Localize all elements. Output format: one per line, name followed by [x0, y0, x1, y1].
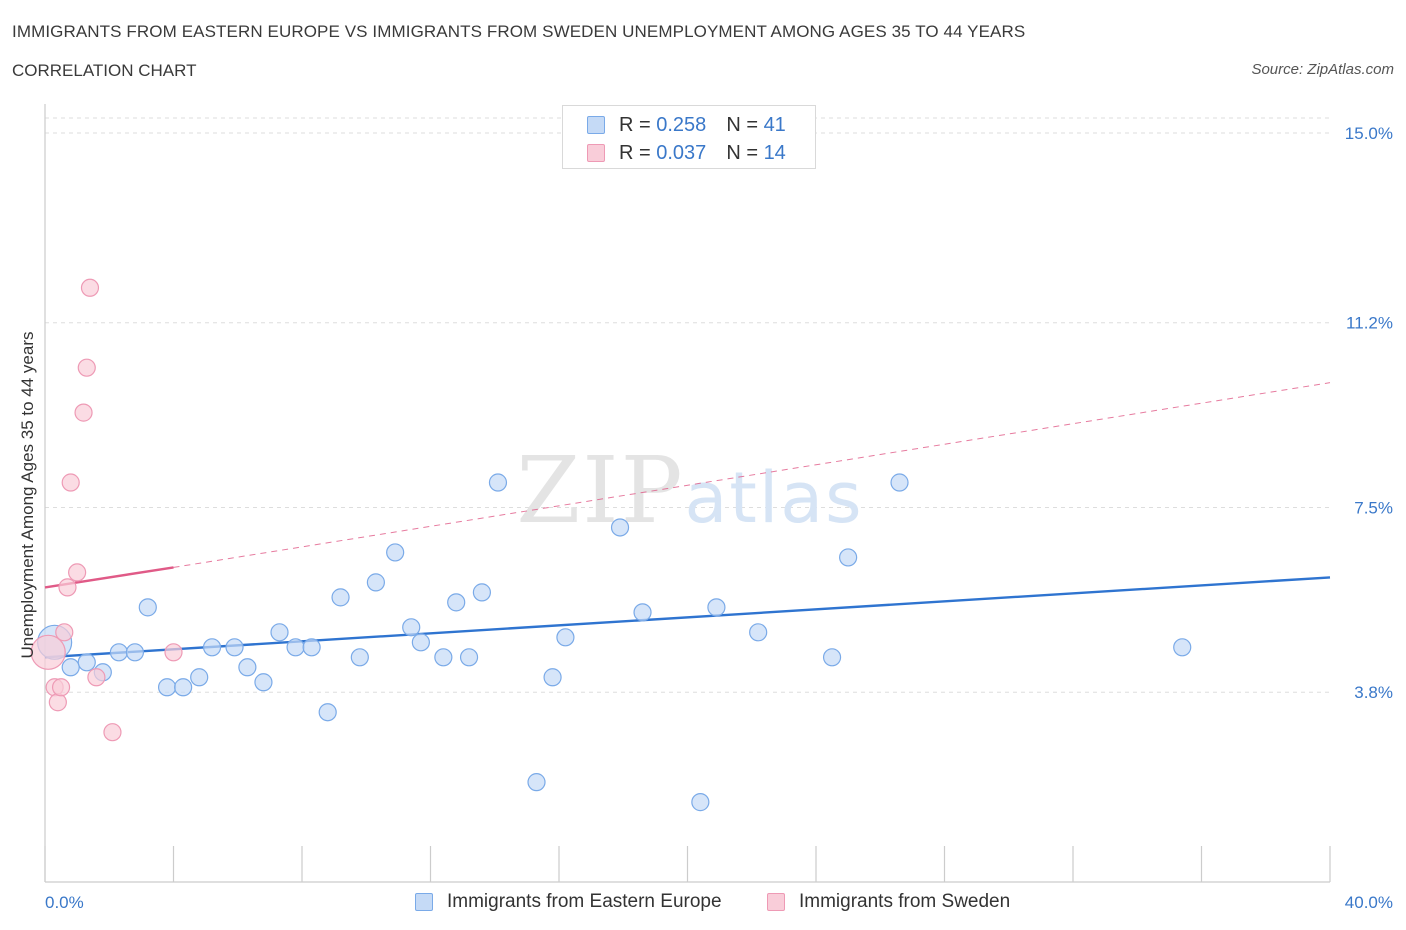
bottom-legend-eastern-europe: Immigrants from Eastern Europe: [415, 890, 722, 914]
point-sweden-0: [30, 634, 66, 670]
x-tick-label-1: 40.0%: [1345, 893, 1393, 912]
point-sweden-13: [164, 643, 183, 662]
point-eastern-europe-23: [411, 633, 430, 652]
chart-source: Source: ZipAtlas.com: [1251, 61, 1394, 78]
point-eastern-europe-19: [350, 648, 369, 667]
point-eastern-europe-28: [488, 473, 508, 492]
point-eastern-europe-9: [190, 668, 209, 687]
point-eastern-europe-6: [138, 598, 157, 617]
point-sweden-7: [68, 563, 87, 582]
grid-lines: [45, 117, 1330, 693]
point-eastern-europe-37: [822, 648, 842, 667]
y-tick-label-0: 3.8%: [1354, 683, 1393, 702]
point-eastern-europe-29: [527, 773, 546, 792]
bottom-legend-label-eastern-europe: Immigrants from Eastern Europe: [447, 891, 722, 912]
point-eastern-europe-34: [691, 793, 710, 812]
axes: [44, 104, 1331, 883]
legend-r-value: 0.037: [656, 141, 707, 164]
point-eastern-europe-31: [556, 628, 575, 647]
bottom-legend-swatch-sweden: [767, 893, 785, 911]
point-sweden-9: [77, 358, 96, 377]
point-eastern-europe-30: [543, 668, 562, 687]
point-sweden-6: [61, 473, 80, 492]
trend-line-ext-1: [173, 382, 1331, 568]
point-eastern-europe-36: [749, 623, 768, 642]
y-tick-label-1: 7.5%: [1354, 498, 1393, 517]
stats-legend: R = 0.258 N = 41 R = 0.037 N = 14: [562, 105, 816, 169]
point-eastern-europe-12: [238, 658, 257, 677]
legend-n-value: 41: [763, 113, 786, 136]
point-eastern-europe-11: [225, 638, 244, 657]
bottom-legend-label-sweden: Immigrants from Sweden: [799, 891, 1011, 912]
point-eastern-europe-14: [270, 623, 289, 642]
point-eastern-europe-40: [1173, 638, 1192, 657]
point-eastern-europe-8: [174, 678, 193, 697]
point-sweden-3: [51, 678, 71, 697]
legend-r-value: 0.258: [656, 113, 707, 136]
point-eastern-europe-27: [472, 583, 491, 602]
point-eastern-europe-21: [386, 543, 405, 562]
bottom-legend-sweden: Immigrants from Sweden: [767, 890, 1010, 914]
point-eastern-europe-2: [77, 653, 96, 672]
y-tick-label-3: 15.0%: [1345, 124, 1393, 143]
watermark-atlas: atlas: [685, 457, 864, 539]
legend-n-label: N =: [726, 113, 758, 136]
legend-r-label: R =: [619, 141, 651, 164]
legend-row-sweden: R = 0.037 N = 14: [587, 142, 786, 164]
point-eastern-europe-39: [890, 473, 909, 492]
point-sweden-2: [48, 693, 67, 712]
point-eastern-europe-13: [254, 673, 273, 692]
point-eastern-europe-38: [839, 548, 858, 567]
point-eastern-europe-26: [459, 648, 479, 667]
point-eastern-europe-10: [202, 638, 222, 657]
point-eastern-europe-4: [109, 643, 128, 662]
watermark-zip: ZIP: [516, 437, 684, 544]
point-eastern-europe-1: [61, 658, 80, 677]
legend-r-label: R =: [619, 113, 651, 136]
point-eastern-europe-17: [318, 703, 337, 722]
chart-title: IMMIGRANTS FROM EASTERN EUROPE VS IMMIGR…: [12, 22, 1026, 41]
point-eastern-europe-16: [302, 638, 321, 657]
point-sweden-10: [80, 278, 100, 297]
point-eastern-europe-18: [331, 588, 350, 607]
point-eastern-europe-20: [366, 573, 385, 592]
point-sweden-5: [58, 578, 77, 597]
point-eastern-europe-5: [125, 643, 145, 662]
point-eastern-europe-22: [402, 618, 421, 637]
bottom-legend-swatch-eastern-europe: [415, 893, 433, 911]
legend-swatch-sweden: [587, 144, 605, 162]
y-tick-label-2: 11.2%: [1346, 314, 1393, 333]
legend-row-eastern-europe: R = 0.258 N = 41: [587, 114, 786, 136]
point-eastern-europe-25: [447, 593, 466, 612]
y-axis-label: Unemployment Among Ages 35 to 44 years: [18, 332, 37, 659]
point-sweden-11: [87, 668, 106, 687]
point-sweden-12: [103, 723, 122, 742]
watermark: ZIPatlas: [516, 437, 863, 544]
x-tick-label-0: 0.0%: [45, 893, 84, 912]
point-eastern-europe-35: [707, 598, 726, 617]
x-tick-labels: 0.0% 40.0%: [45, 893, 1393, 912]
legend-n-value: 14: [763, 141, 786, 164]
point-eastern-europe-24: [434, 648, 453, 667]
point-eastern-europe-32: [610, 518, 630, 537]
legend-swatch-eastern-europe: [587, 116, 605, 134]
trend-line-0: [44, 576, 1331, 659]
point-eastern-europe-7: [157, 678, 177, 697]
chart-subtitle: CORRELATION CHART: [12, 61, 197, 80]
data-points: [30, 278, 1192, 812]
y-tick-labels: 3.8% 7.5% 11.2% 15.0%: [1345, 124, 1393, 702]
point-sweden-4: [55, 623, 74, 642]
point-sweden-8: [74, 403, 93, 422]
point-eastern-europe-33: [633, 603, 652, 622]
point-eastern-europe-15: [286, 638, 305, 657]
legend-n-label: N =: [726, 141, 758, 164]
